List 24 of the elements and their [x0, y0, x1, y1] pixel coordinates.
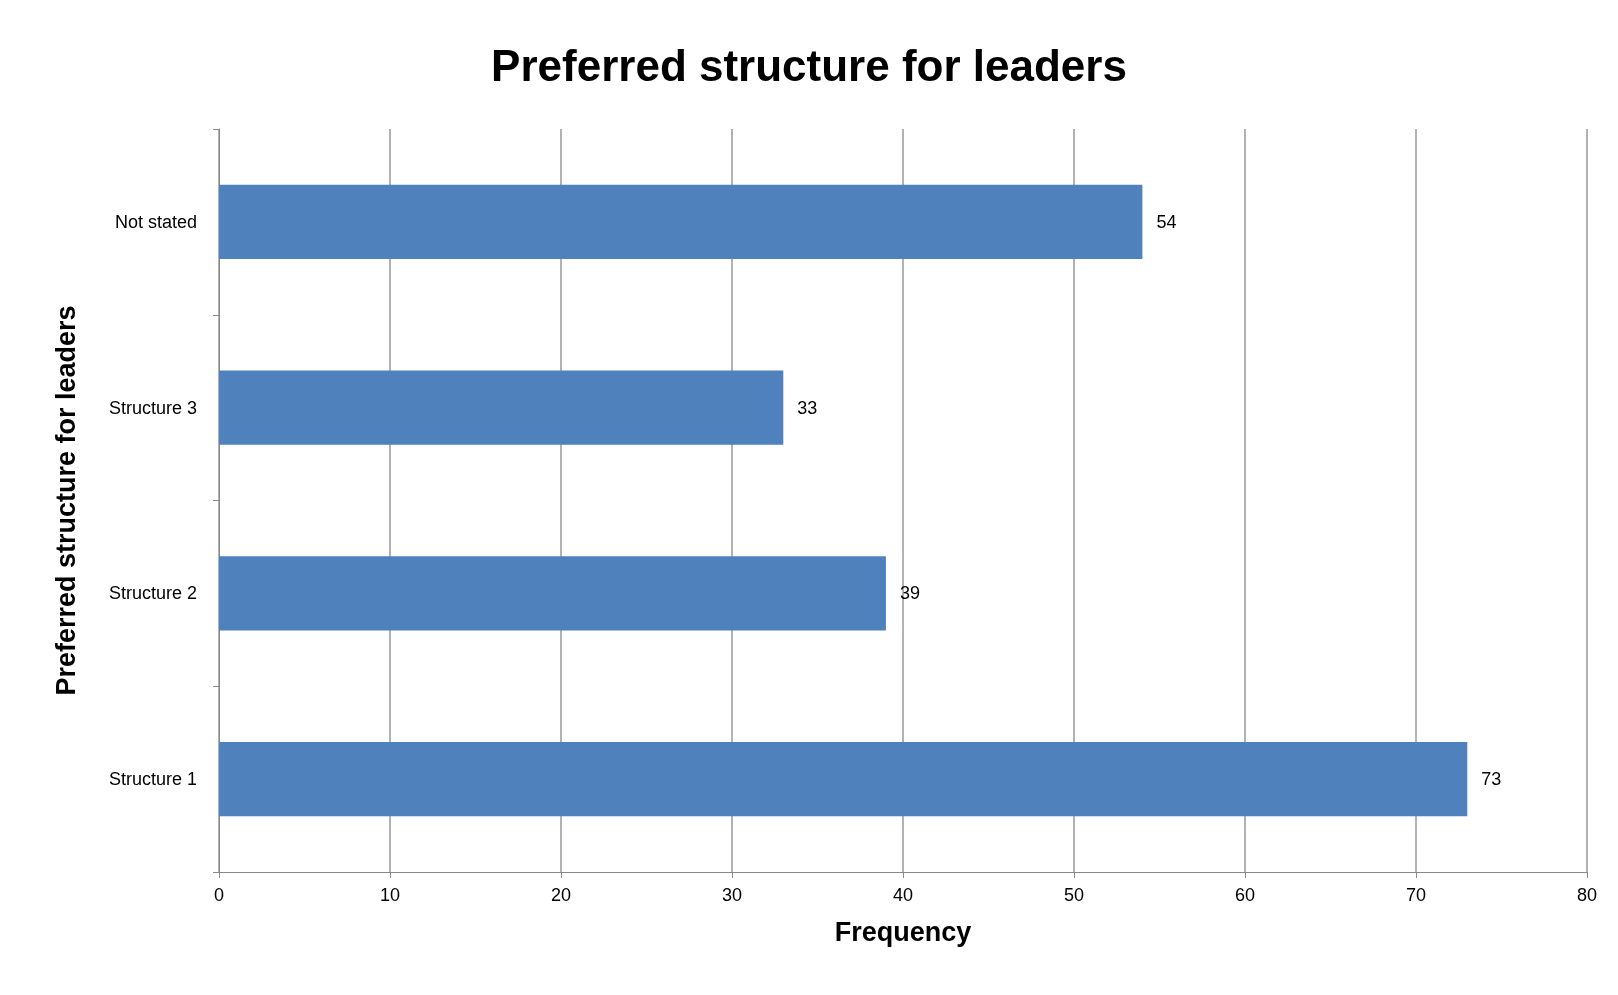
bar: [219, 184, 1143, 260]
y-tick-label: Structure 1: [108, 769, 197, 790]
x-tick-label: 0: [213, 885, 225, 905]
x-tick-label: 70: [1405, 885, 1427, 905]
data-label: 39: [899, 583, 920, 604]
data-label: 54: [1156, 211, 1177, 232]
y-tick-label: Not stated: [114, 211, 197, 232]
data-label: 73: [1481, 769, 1502, 790]
chart-title: Preferred structure for leaders: [491, 40, 1127, 90]
x-axis-title: Frequency: [834, 916, 972, 947]
x-tick-label: 30: [721, 885, 743, 905]
x-tick-label: 50: [1063, 885, 1085, 905]
data-label: 33: [797, 397, 818, 418]
y-axis-title: Preferred structure for leaders: [50, 305, 81, 696]
x-tick-label: 60: [1234, 885, 1256, 905]
x-tick-label: 10: [379, 885, 401, 905]
x-tick-label: 40: [892, 885, 914, 905]
y-tick-label: Structure 2: [108, 583, 197, 604]
bar: [219, 556, 886, 631]
bar: [219, 370, 784, 445]
x-tick-label: 20: [550, 885, 572, 905]
y-tick-label: Structure 3: [108, 397, 197, 418]
bar: [219, 741, 1468, 817]
x-tick-label: 80: [1576, 885, 1598, 905]
